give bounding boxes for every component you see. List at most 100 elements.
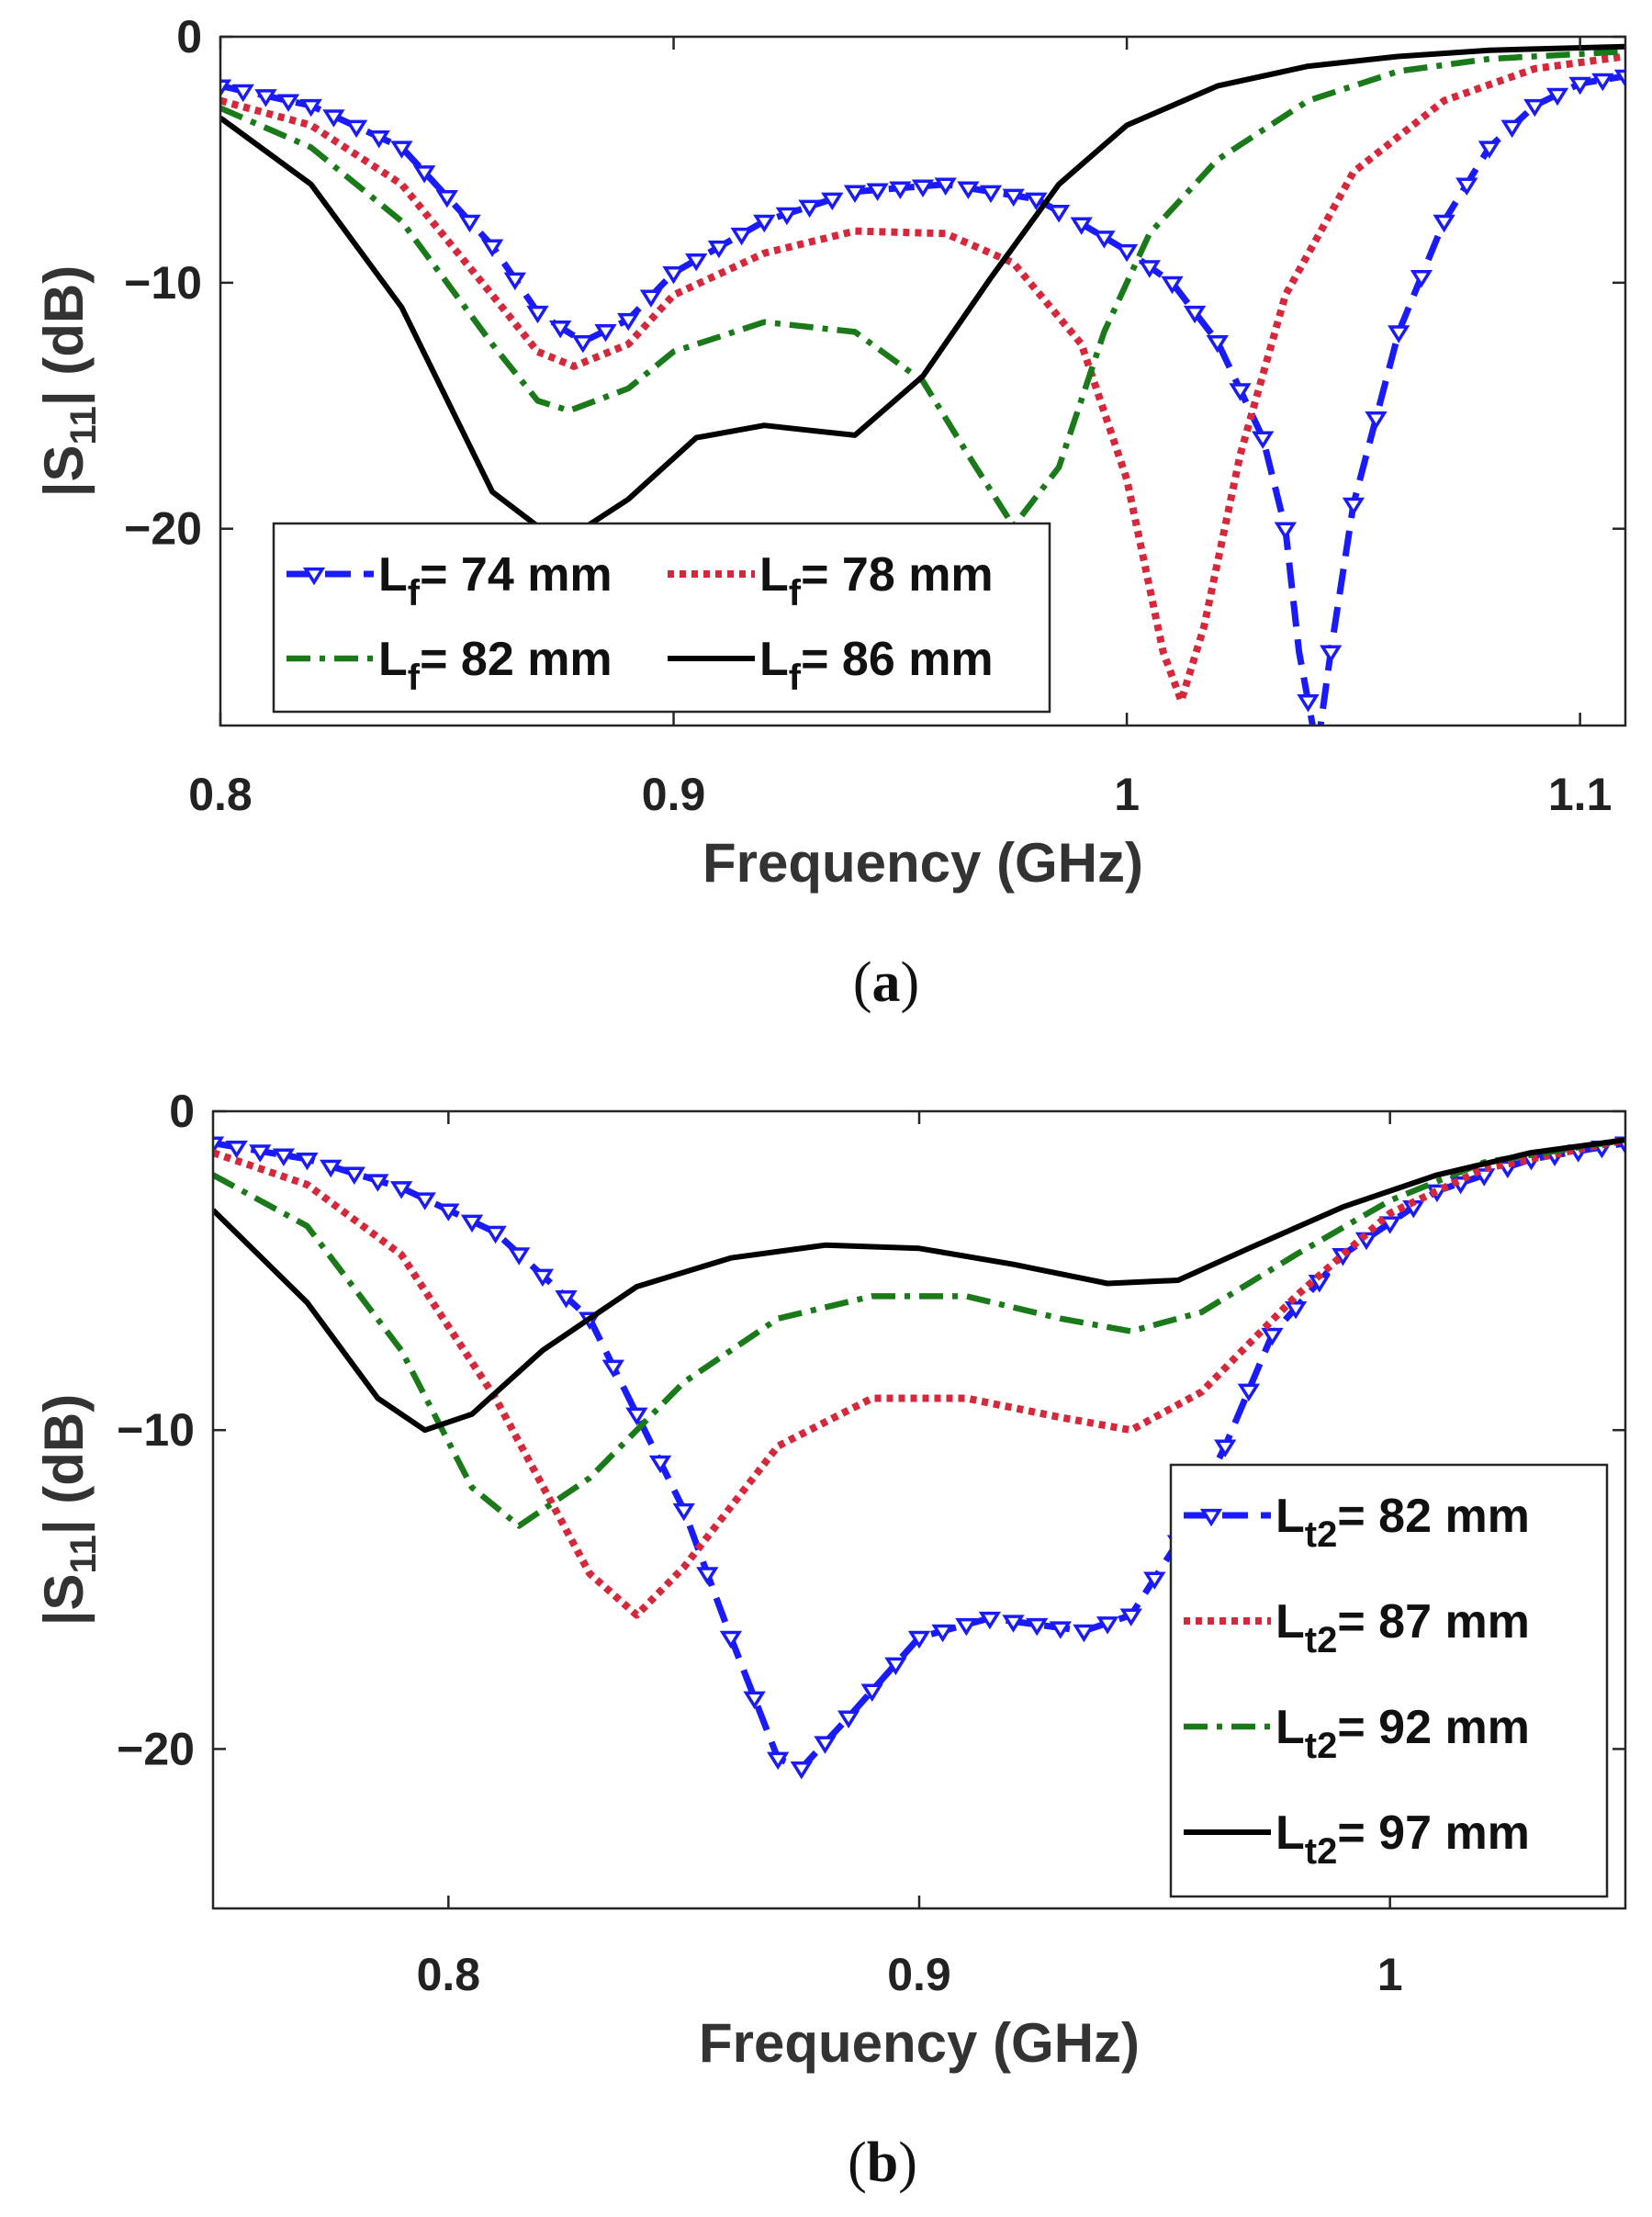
series-marker [1365,411,1388,430]
series-marker [979,185,1003,204]
series-marker [860,1683,883,1703]
series-marker [1274,522,1297,541]
series-marker [601,1359,624,1379]
series-marker [299,98,322,118]
series-marker [1478,141,1501,159]
series-marker [1523,98,1546,118]
legend-label: Lf= 78 mm [759,548,994,613]
series-line-3 [213,1136,1625,1529]
series-marker [1500,119,1523,139]
series-marker [719,1630,743,1649]
legend-label: Lt2= 82 mm [1276,1490,1530,1555]
series-marker [978,1611,1002,1630]
series-marker [1229,383,1252,401]
series-marker [437,1203,460,1221]
series-marker [1297,694,1320,713]
legend: Lt2= 82 mm Lt2= 87 mm Lt2= 92 mm Lt2= 97 mm [1169,1463,1609,1898]
series-marker [1025,192,1048,211]
series-marker [625,1407,648,1426]
legend: Lf= 74 mm Lf= 78 mm Lf= 82 mm Lf= 86 mm [272,522,1051,714]
series-marker [220,79,232,97]
series-marker [571,334,594,354]
series-marker [1096,1616,1119,1635]
x-tick-label: 0.9 [887,1949,951,2000]
series-line-4 [213,1137,1625,1434]
y-tick-label: −10 [117,1404,195,1456]
series-marker [213,1136,225,1155]
series-marker [367,130,390,149]
series-marker [1002,188,1025,208]
series-marker [1388,325,1410,343]
series-marker [707,240,731,259]
series-marker [1252,431,1275,449]
series-marker [344,119,368,139]
legend-label: Lf= 74 mm [378,548,612,613]
series-marker [594,323,617,343]
series-marker [460,1214,484,1233]
series-marker [767,1751,790,1771]
series-marker [821,192,844,211]
legend-label: Lt2= 92 mm [1276,1701,1530,1766]
series-marker [934,177,957,197]
series-line-3 [220,48,1625,530]
y-axis-label: |S11| (dB) [33,265,104,498]
series-line-2 [213,1136,1625,1619]
series-marker [322,109,345,128]
series-marker [1138,260,1161,278]
series-marker [753,214,776,233]
x-tick-label: 1 [1114,769,1140,820]
series-marker [1183,305,1207,324]
series-marker [1342,497,1365,516]
series-marker [672,1502,695,1522]
series-marker [1261,1327,1284,1346]
x-tick-label: 1 [1377,1949,1403,2000]
legend-box [272,522,1051,714]
series-marker [775,207,799,226]
series-marker [435,189,458,208]
series-marker [458,214,481,233]
series-marker [866,183,889,202]
y-tick-label: −20 [124,503,202,555]
plot-area [220,43,1625,726]
y-axis-label: |S11| (dB) [33,1394,104,1626]
x-axis-label: Frequency (GHz) [702,832,1143,894]
series-marker [1591,73,1614,92]
series-marker [955,1617,978,1637]
x-tick-label: 0.9 [642,769,706,820]
series-marker [254,89,277,107]
series-marker [1214,1439,1237,1457]
x-axis-label: Frequency (GHz) [699,2012,1140,2074]
series-marker [1410,270,1433,288]
series-marker [957,181,980,200]
series-marker [390,141,413,159]
series-marker [249,1144,272,1163]
series-marker [272,1148,296,1167]
legend-label: Lt2= 97 mm [1276,1806,1530,1872]
series-marker [526,305,549,324]
series-marker [639,289,663,308]
series-marker [1613,69,1625,88]
series-marker [911,179,935,198]
series-marker [1115,243,1139,263]
series-marker [413,1192,436,1210]
series-marker [743,1691,766,1710]
series-marker [931,1624,954,1643]
chart-panel-b: 0.8 0.9 1 0 −10 −20 Frequency (GHz) |S11| (dB) L… [33,1086,1627,2194]
series-marker [1049,1621,1072,1639]
series-marker [1026,1617,1049,1637]
y-tick-label: 0 [169,1086,195,1137]
y-tick-label: −20 [117,1723,195,1774]
series-marker [907,1630,931,1649]
series-marker [1093,231,1116,249]
series-marker [843,185,867,204]
legend-marker [1199,1508,1223,1527]
series-line-4 [220,43,1625,546]
x-tick-label: 0.8 [417,1949,481,2000]
chart-panel-a: 0.8 0.9 1 1.1 0 −10 −20 Frequency (GHz) |S11| (d… [33,11,1627,1014]
series-marker [1284,1300,1308,1320]
y-tick-label: −10 [124,257,202,309]
series-marker [617,312,640,332]
series-marker [508,1247,531,1266]
panel-label: (b) [848,2132,917,2194]
